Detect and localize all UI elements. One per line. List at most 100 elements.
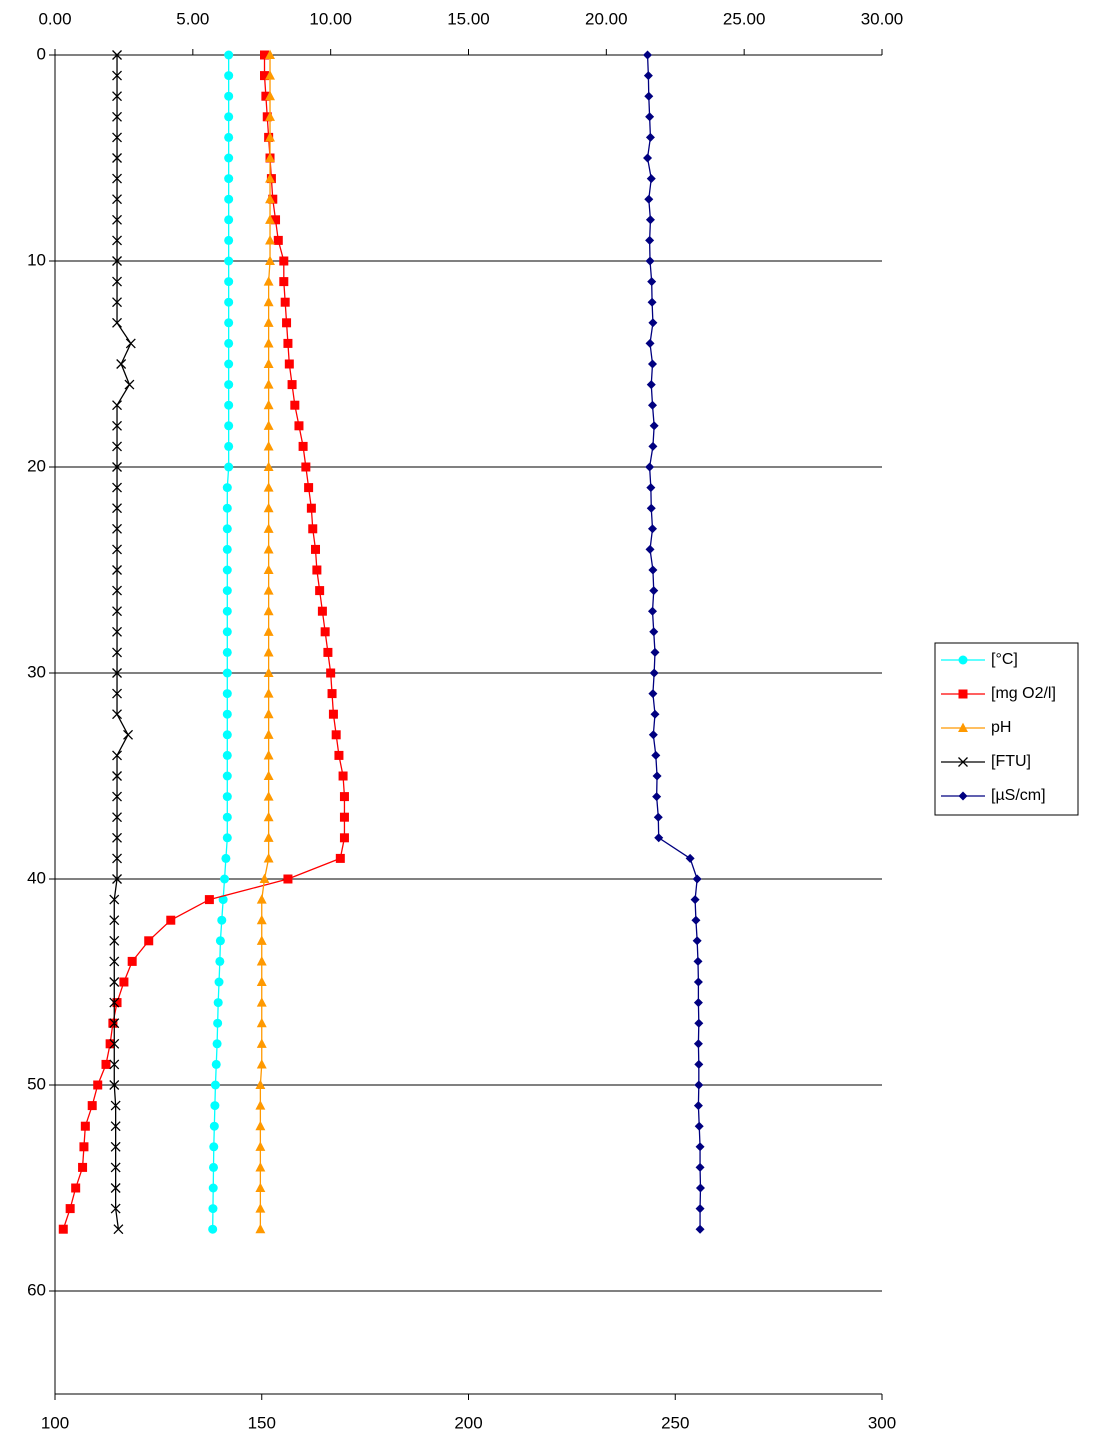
marker <box>224 462 234 472</box>
series-line <box>646 54 702 1230</box>
marker <box>335 853 345 863</box>
marker <box>652 771 662 781</box>
marker <box>647 297 657 307</box>
marker <box>263 585 274 595</box>
marker <box>263 420 274 430</box>
marker <box>263 317 274 327</box>
x-tick-label: 0.00 <box>38 9 71 28</box>
legend-label: [FTU] <box>991 753 1031 770</box>
marker <box>255 1162 266 1172</box>
marker <box>263 750 274 760</box>
marker <box>256 914 267 925</box>
marker <box>265 132 275 142</box>
marker <box>256 1038 267 1048</box>
marker <box>263 811 274 822</box>
marker <box>101 1059 111 1069</box>
marker <box>112 626 122 637</box>
marker <box>263 482 274 492</box>
marker <box>256 997 267 1007</box>
marker <box>108 1018 118 1028</box>
marker <box>256 1017 267 1028</box>
marker <box>222 627 232 637</box>
marker <box>224 297 234 307</box>
marker <box>109 915 120 926</box>
marker <box>280 297 290 307</box>
marker <box>124 379 135 390</box>
marker <box>224 71 234 81</box>
marker <box>694 1059 704 1069</box>
marker <box>271 215 281 225</box>
marker <box>113 1224 124 1235</box>
marker <box>112 400 122 411</box>
marker <box>260 50 270 60</box>
x-tick-label: 10.00 <box>309 9 352 28</box>
marker <box>263 544 274 554</box>
marker <box>958 722 968 733</box>
marker <box>263 791 274 801</box>
marker <box>643 153 653 163</box>
marker <box>649 627 659 637</box>
marker <box>654 833 664 843</box>
marker <box>224 441 234 451</box>
marker <box>109 894 120 905</box>
marker <box>263 708 274 719</box>
marker <box>222 586 232 596</box>
marker <box>224 277 234 287</box>
marker <box>263 626 274 636</box>
series-line <box>113 55 132 1230</box>
marker <box>263 276 274 286</box>
marker <box>224 256 234 266</box>
marker <box>224 112 234 122</box>
marker <box>643 50 653 60</box>
marker <box>214 977 224 987</box>
marker <box>653 812 663 822</box>
marker <box>112 565 122 575</box>
marker <box>112 153 122 163</box>
marker <box>110 1141 121 1152</box>
marker <box>222 544 232 554</box>
marker <box>112 585 122 596</box>
marker <box>112 70 122 81</box>
marker <box>224 400 234 410</box>
marker <box>112 791 122 802</box>
legend-label: [mg O2/l] <box>991 685 1056 702</box>
legend-label: pH <box>991 719 1011 736</box>
marker <box>265 70 275 80</box>
marker <box>290 400 300 410</box>
y-tick-label: 50 <box>27 1074 46 1093</box>
marker <box>283 338 293 348</box>
marker <box>650 647 660 657</box>
marker <box>301 462 311 472</box>
marker <box>695 1204 705 1214</box>
marker <box>65 1204 75 1214</box>
marker <box>112 111 122 122</box>
marker <box>265 49 275 60</box>
marker <box>645 132 655 142</box>
x2-tick-label: 250 <box>661 1413 689 1432</box>
marker <box>644 91 654 101</box>
marker <box>209 1142 219 1152</box>
x-tick-label: 20.00 <box>585 9 628 28</box>
marker <box>105 1039 115 1049</box>
marker <box>144 936 154 946</box>
marker <box>58 1224 68 1234</box>
marker <box>328 709 338 719</box>
x-tick-label: 5.00 <box>176 9 209 28</box>
marker <box>311 544 321 554</box>
marker <box>323 647 333 657</box>
marker <box>112 194 122 205</box>
marker <box>317 606 327 616</box>
marker <box>224 380 234 390</box>
marker <box>284 359 294 369</box>
marker <box>255 1120 266 1131</box>
marker <box>210 1101 220 1111</box>
marker <box>958 757 968 767</box>
marker <box>109 1018 120 1029</box>
marker <box>112 688 122 699</box>
marker <box>109 1080 120 1090</box>
marker <box>265 90 275 101</box>
marker <box>112 750 122 761</box>
x-tick-label: 15.00 <box>447 9 490 28</box>
marker <box>648 318 658 328</box>
